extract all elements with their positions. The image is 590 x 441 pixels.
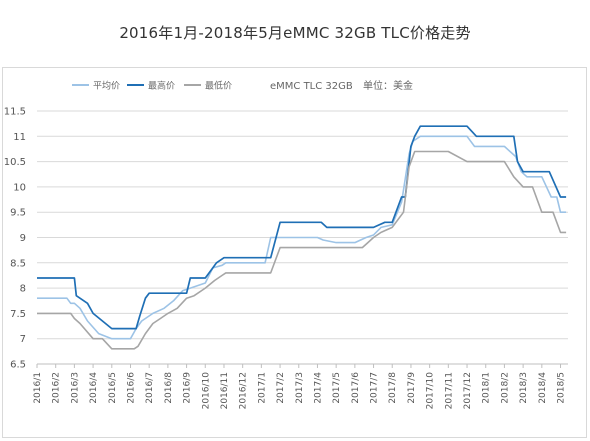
grid-lines — [37, 110, 568, 340]
x-tick-label: 2016/12 — [239, 372, 249, 409]
series-line-1 — [37, 125, 567, 330]
y-tick-label: 11 — [13, 132, 26, 143]
x-tick-label: 2016/4 — [89, 372, 99, 404]
legend-label: 最低价 — [205, 80, 232, 92]
x-tick-label: 2017/12 — [463, 372, 473, 409]
x-tick-label: 2018/5 — [557, 372, 567, 404]
x-tick-labels: 2016/1 2016/2 2016/3 2016/4 2016/5 2016/6 2016… — [33, 372, 567, 410]
legend: 平均价 最高价 最低价 — [72, 80, 232, 92]
y-tick-labels: 11.5 11 10.5 10 9.5 9 8.5 8 7.5 7 6.5 — [4, 107, 26, 371]
series-lines — [37, 125, 567, 350]
chart-title: 2016年1月-2018年5月eMMC 32GB TLC价格走势 — [119, 24, 471, 42]
y-tick-label: 8 — [20, 284, 26, 295]
x-tick-label: 2016/11 — [220, 372, 230, 409]
x-tick-label: 2017/5 — [332, 372, 342, 404]
y-tick-label: 11.5 — [4, 107, 26, 118]
legend-label: 平均价 — [93, 80, 120, 92]
chart-frame — [2, 67, 587, 438]
annotations: eMMC TLC 32GB 单位：美金 — [270, 79, 413, 92]
y-tick-label: 9 — [20, 233, 26, 244]
x-tick-label: 2016/7 — [145, 372, 155, 404]
x-tick-label: 2017/7 — [370, 372, 380, 404]
x-tick-label: 2016/1 — [33, 372, 43, 404]
series-line-2 — [37, 150, 567, 350]
product-label: eMMC TLC 32GB — [270, 81, 353, 92]
x-tick-label: 2016/6 — [126, 372, 136, 404]
y-tick-label: 6.5 — [10, 360, 26, 371]
legend-label: 最高价 — [148, 80, 175, 92]
y-tick-label: 8.5 — [10, 258, 26, 269]
unit-label: 单位：美金 — [363, 79, 413, 92]
x-tick-label: 2016/8 — [164, 372, 174, 404]
x-tick-label: 2016/9 — [183, 372, 193, 404]
x-tick-label: 2016/10 — [201, 372, 211, 410]
series-line-0 — [37, 135, 567, 340]
y-tick-label: 7 — [20, 334, 26, 345]
y-tick-label: 9.5 — [10, 208, 26, 219]
x-tick-label: 2016/3 — [70, 372, 80, 404]
y-tick-label: 10.5 — [4, 157, 26, 168]
y-tick-label: 7.5 — [10, 309, 26, 320]
x-tick-label: 2017/11 — [444, 372, 454, 409]
x-tick-label: 2017/6 — [351, 372, 361, 404]
x-tick-label: 2018/2 — [500, 372, 510, 404]
x-tick-label: 2017/8 — [388, 372, 398, 404]
x-tick-label: 2016/2 — [52, 372, 62, 404]
x-tick-label: 2016/5 — [108, 372, 118, 404]
x-tick-label: 2018/4 — [538, 372, 548, 404]
x-tick-label: 2018/1 — [482, 372, 492, 404]
x-tick-label: 2017/10 — [426, 372, 436, 410]
x-tick-label: 2017/4 — [313, 372, 323, 404]
x-tick-label: 2017/1 — [257, 372, 267, 404]
x-tick-label: 2017/3 — [295, 372, 305, 404]
y-tick-label: 10 — [13, 182, 26, 193]
axes — [36, 363, 568, 368]
x-tick-label: 2017/9 — [407, 372, 417, 404]
x-tick-label: 2018/3 — [519, 372, 529, 404]
x-tick-label: 2017/2 — [276, 372, 286, 404]
